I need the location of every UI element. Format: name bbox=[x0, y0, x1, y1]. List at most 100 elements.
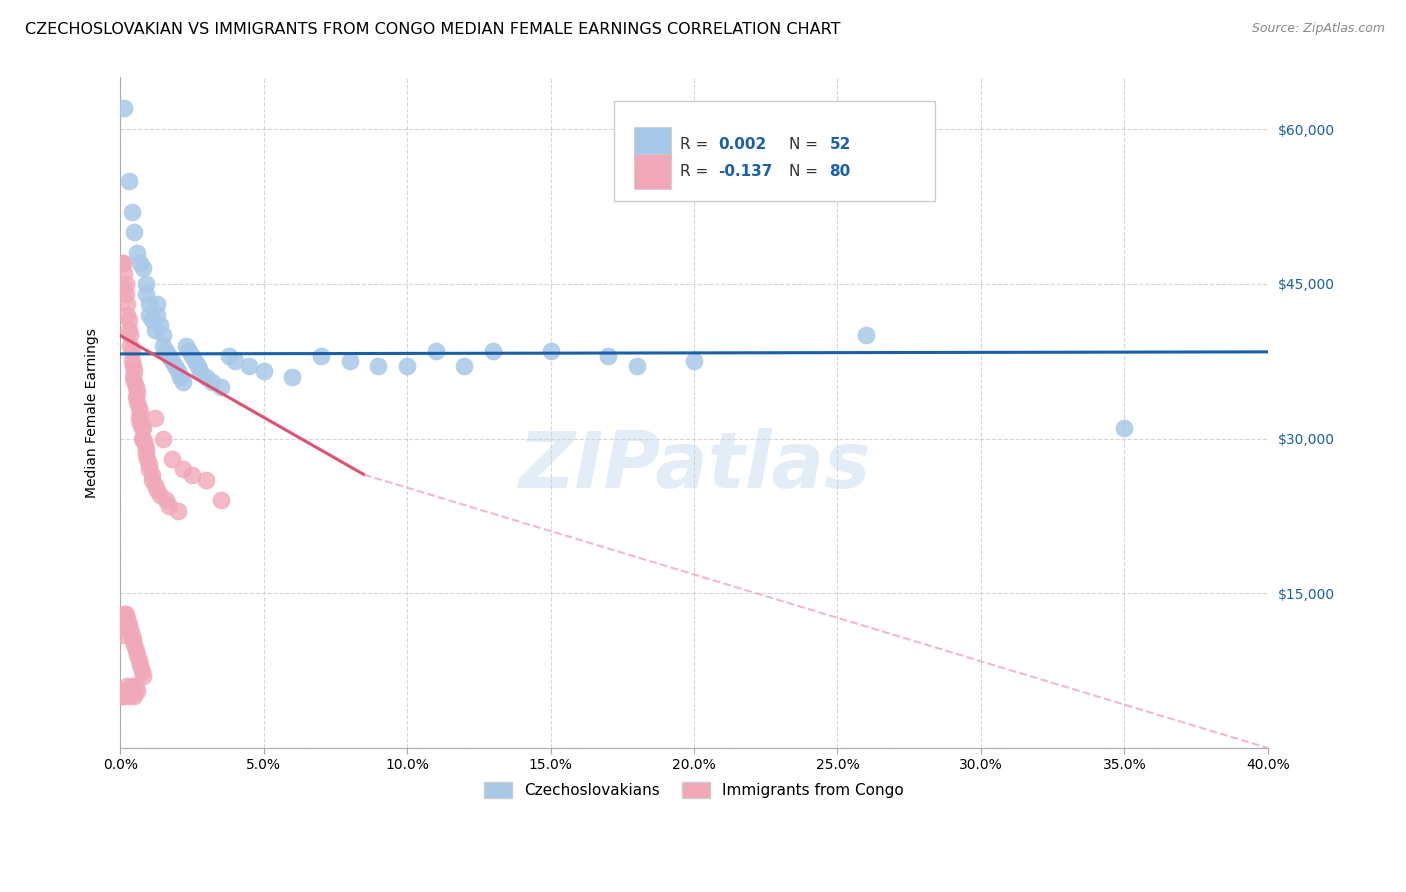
Point bbox=[135, 442, 157, 456]
Point bbox=[117, 679, 139, 693]
Point bbox=[115, 277, 138, 291]
FancyBboxPatch shape bbox=[634, 127, 671, 161]
Point bbox=[121, 204, 143, 219]
Point bbox=[157, 499, 180, 513]
Point bbox=[118, 173, 141, 187]
Point bbox=[115, 607, 138, 621]
Point bbox=[132, 432, 155, 446]
Point bbox=[124, 364, 146, 378]
Point bbox=[114, 690, 136, 704]
Point bbox=[124, 225, 146, 239]
Point bbox=[152, 339, 174, 353]
Text: CZECHOSLOVAKIAN VS IMMIGRANTS FROM CONGO MEDIAN FEMALE EARNINGS CORRELATION CHAR: CZECHOSLOVAKIAN VS IMMIGRANTS FROM CONGO… bbox=[25, 22, 841, 37]
Point bbox=[114, 282, 136, 296]
Point bbox=[121, 343, 143, 358]
Point bbox=[238, 359, 260, 374]
Point bbox=[396, 359, 419, 374]
Point bbox=[132, 669, 155, 683]
Point bbox=[626, 359, 648, 374]
Point bbox=[132, 421, 155, 435]
Text: R =: R = bbox=[681, 136, 713, 152]
Point bbox=[138, 462, 160, 476]
Point bbox=[110, 627, 132, 641]
Point bbox=[131, 421, 153, 435]
Point bbox=[117, 297, 139, 311]
Point bbox=[135, 287, 157, 301]
Point bbox=[111, 612, 134, 626]
Point bbox=[209, 380, 232, 394]
Point bbox=[425, 343, 447, 358]
Point bbox=[160, 452, 183, 467]
Point bbox=[180, 467, 202, 482]
Point bbox=[138, 458, 160, 472]
Point bbox=[339, 354, 361, 368]
Point bbox=[121, 354, 143, 368]
Point bbox=[127, 245, 149, 260]
Point bbox=[121, 627, 143, 641]
Point bbox=[540, 343, 562, 358]
Point bbox=[120, 690, 142, 704]
Point bbox=[155, 343, 177, 358]
Point bbox=[117, 308, 139, 322]
Point bbox=[128, 401, 150, 415]
Point bbox=[110, 690, 132, 704]
Point bbox=[138, 308, 160, 322]
Point bbox=[114, 102, 136, 116]
Point bbox=[134, 436, 156, 450]
Point bbox=[125, 679, 148, 693]
Point bbox=[120, 328, 142, 343]
Point bbox=[127, 395, 149, 409]
Point bbox=[136, 452, 159, 467]
Point bbox=[135, 447, 157, 461]
Point bbox=[143, 323, 166, 337]
Point bbox=[195, 473, 218, 487]
Text: N =: N = bbox=[789, 164, 823, 178]
Point bbox=[129, 658, 152, 673]
FancyBboxPatch shape bbox=[613, 101, 935, 202]
Point bbox=[120, 623, 142, 637]
Point bbox=[172, 375, 194, 389]
Legend: Czechoslovakians, Immigrants from Congo: Czechoslovakians, Immigrants from Congo bbox=[478, 776, 910, 804]
Text: 80: 80 bbox=[830, 164, 851, 178]
Point bbox=[141, 467, 163, 482]
Point bbox=[110, 256, 132, 270]
Point bbox=[122, 632, 145, 647]
Text: 52: 52 bbox=[830, 136, 851, 152]
Point bbox=[141, 313, 163, 327]
Point bbox=[115, 287, 138, 301]
Text: -0.137: -0.137 bbox=[718, 164, 772, 178]
Point bbox=[138, 297, 160, 311]
Point bbox=[128, 653, 150, 667]
Point bbox=[190, 364, 212, 378]
Point bbox=[146, 483, 169, 497]
Text: ZIPatlas: ZIPatlas bbox=[517, 428, 870, 504]
Point bbox=[114, 267, 136, 281]
Point bbox=[152, 432, 174, 446]
Point bbox=[482, 343, 505, 358]
Point bbox=[124, 690, 146, 704]
Point bbox=[163, 359, 186, 374]
Point bbox=[172, 462, 194, 476]
Point bbox=[111, 256, 134, 270]
Point bbox=[309, 349, 332, 363]
Point bbox=[855, 328, 877, 343]
Point bbox=[143, 410, 166, 425]
Point bbox=[135, 277, 157, 291]
Point bbox=[129, 416, 152, 430]
Point bbox=[367, 359, 389, 374]
Point bbox=[110, 623, 132, 637]
Point bbox=[184, 354, 207, 368]
Point bbox=[122, 359, 145, 374]
Point bbox=[131, 664, 153, 678]
Point bbox=[596, 349, 619, 363]
Point bbox=[187, 359, 209, 374]
Point bbox=[195, 369, 218, 384]
Point bbox=[143, 478, 166, 492]
Point bbox=[146, 308, 169, 322]
Point bbox=[160, 354, 183, 368]
Point bbox=[166, 504, 188, 518]
Point bbox=[122, 684, 145, 698]
Point bbox=[125, 643, 148, 657]
Point bbox=[453, 359, 475, 374]
Point bbox=[281, 369, 304, 384]
